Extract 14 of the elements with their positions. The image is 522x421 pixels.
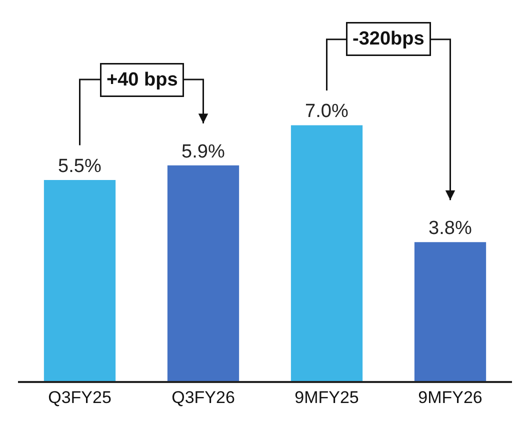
x-tick-label: 9MFY25 — [294, 388, 359, 408]
bar — [167, 165, 240, 381]
data-label: 3.8% — [428, 218, 472, 240]
text: -320bps — [352, 28, 424, 50]
x-tick-label: Q3FY25 — [48, 388, 112, 408]
bar — [414, 242, 486, 381]
x-tick-label: 9MFY26 — [418, 388, 482, 408]
bar — [44, 180, 116, 381]
bar — [290, 125, 363, 381]
data-label: 5.9% — [182, 141, 225, 162]
data-label: 7.0% — [305, 101, 348, 122]
data-label: 5.5% — [58, 156, 102, 178]
x-tick-label: Q3FY26 — [172, 388, 235, 408]
text: +40 bps — [106, 70, 178, 90]
